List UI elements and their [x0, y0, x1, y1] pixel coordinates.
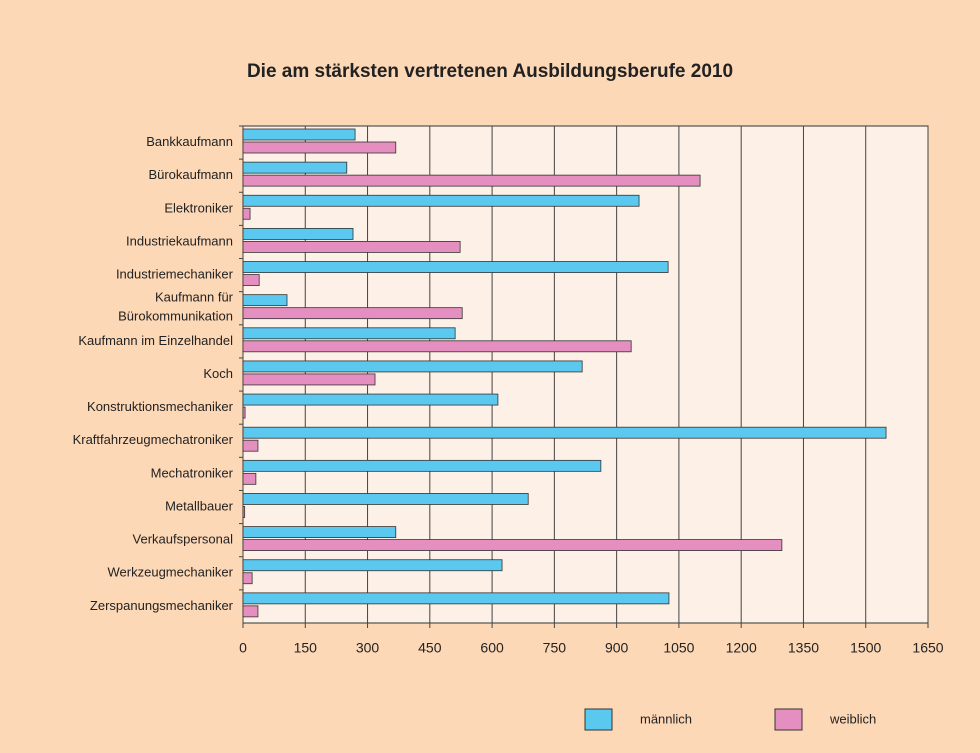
bar: [242, 572, 253, 585]
bar: [242, 194, 640, 207]
bar: [242, 605, 259, 618]
y-tick-label: Kraftfahrzeugmechatroniker: [73, 432, 234, 447]
bar: [242, 373, 376, 386]
x-tick-label: 900: [605, 640, 629, 656]
bar: [242, 526, 397, 538]
y-tick-label: Metallbauer: [165, 498, 234, 513]
y-tick-label: Industriekaufmann: [126, 233, 233, 248]
bar: [242, 459, 602, 472]
bar: [242, 592, 670, 605]
bar: [242, 128, 356, 141]
bar: [242, 207, 251, 220]
bar: [242, 406, 246, 419]
y-tick-label: Industriemechaniker: [116, 267, 234, 282]
bar: [242, 559, 503, 572]
x-tick-label: 300: [356, 640, 380, 656]
x-tick-label: 1350: [788, 640, 819, 656]
x-tick-label: 750: [543, 640, 567, 656]
y-tick-label: Mechatroniker: [151, 465, 234, 480]
legend-swatch: [774, 708, 803, 731]
bar: [242, 174, 701, 187]
bar: [242, 360, 583, 373]
bar: [242, 240, 461, 253]
y-tick-label: Elektroniker: [164, 200, 233, 215]
x-tick-label: 450: [418, 640, 442, 656]
bar: [242, 539, 783, 551]
y-tick-label: Konstruktionsmechaniker: [87, 399, 234, 414]
bar: [242, 141, 397, 154]
y-tick-label: Zerspanungsmechaniker: [90, 598, 234, 613]
bar: [242, 161, 348, 174]
bar: [242, 472, 257, 485]
y-tick-label: Bankkaufmann: [146, 134, 233, 149]
x-tick-label: 600: [480, 640, 504, 656]
chart-title: Die am stärksten vertretenen Ausbildungs…: [247, 61, 733, 82]
x-tick-label: 1500: [850, 640, 881, 656]
bar: [242, 426, 887, 439]
x-tick-label: 150: [294, 640, 318, 656]
bar: [242, 340, 632, 353]
bar: [242, 506, 246, 518]
y-tick-label: Koch: [203, 366, 233, 381]
y-tick-label: Verkaufspersonal: [133, 532, 234, 547]
legend-label: männlich: [640, 711, 692, 726]
x-tick-label: 1650: [912, 640, 943, 656]
legend-label: weiblich: [829, 711, 876, 726]
x-tick-label: 1200: [726, 640, 757, 656]
bar: [242, 274, 260, 286]
bar: [242, 227, 354, 240]
y-tick-label: Bürokaufmann: [148, 167, 233, 182]
bar: [242, 307, 463, 320]
y-tick-label: Kaufmann im Einzelhandel: [78, 333, 233, 348]
bar: [242, 294, 288, 307]
bar: [242, 327, 456, 340]
bar: [242, 439, 259, 452]
y-tick-label: Kaufmann für Bürokommunikation: [118, 290, 234, 324]
bar: [242, 261, 669, 273]
x-tick-label: 0: [239, 640, 247, 656]
bar: [242, 393, 499, 406]
x-tick-label: 1050: [663, 640, 694, 656]
legend-swatch: [584, 708, 613, 731]
y-tick-label: Werkzeugmechaniker: [108, 565, 234, 580]
bar: [242, 493, 529, 505]
